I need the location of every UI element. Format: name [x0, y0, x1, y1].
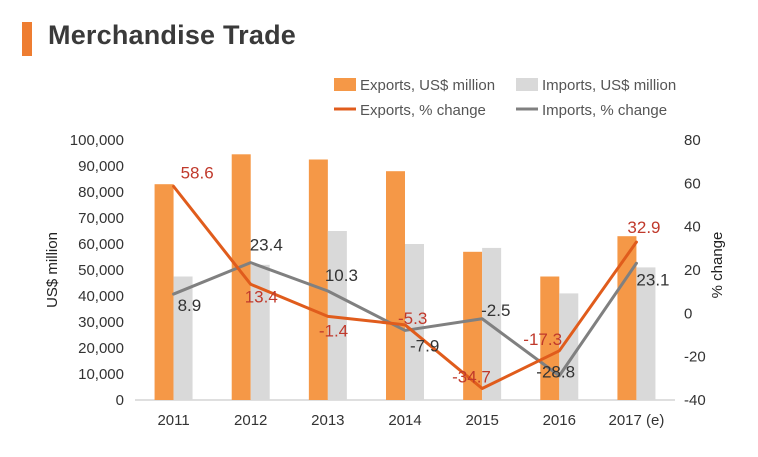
imports-bar: [250, 264, 270, 400]
legend-exports-bar-swatch: [334, 78, 356, 91]
exports-change-label: 32.9: [627, 218, 660, 237]
x-tick-label: 2011: [157, 412, 189, 429]
legend-imports-bar-label: Imports, US$ million: [542, 77, 676, 94]
x-tick-label: 2017 (e): [608, 412, 664, 429]
y2-tick-label: -40: [684, 392, 706, 409]
exports-bar: [231, 154, 251, 400]
exports-bar: [463, 251, 483, 400]
legend-exports-bar-label: Exports, US$ million: [360, 77, 495, 94]
legend-imports-bar-swatch: [516, 78, 538, 91]
title-accent-bar: [22, 22, 32, 56]
imports-change-label: 8.9: [178, 296, 202, 315]
legend-exports-line-label: Exports, % change: [360, 102, 486, 119]
exports-bar: [308, 159, 328, 400]
x-tick-label: 2014: [388, 412, 421, 429]
imports-change-label: -28.8: [536, 363, 575, 382]
exports-change-label: 13.4: [245, 287, 278, 306]
x-tick-label: 2015: [465, 412, 498, 429]
y2-tick-label: 0: [684, 305, 692, 322]
page-title: Merchandise Trade: [48, 20, 296, 50]
y-tick-label: 70,000: [78, 210, 124, 227]
y-tick-label: 0: [116, 392, 124, 409]
y-axis-title: US$ million: [44, 232, 61, 308]
y-tick-label: 60,000: [78, 236, 124, 253]
y-tick-label: 30,000: [78, 314, 124, 331]
y2-tick-label: -20: [684, 349, 706, 366]
imports-bar: [405, 244, 424, 400]
y-tick-label: 40,000: [78, 288, 124, 305]
y2-tick-label: 40: [684, 219, 701, 236]
imports-bar: [327, 231, 347, 400]
exports-change-line: [172, 184, 638, 391]
exports-change-label: -1.4: [319, 321, 348, 340]
imports-change-label: 23.1: [636, 270, 669, 289]
legend-imports-line-label: Imports, % change: [542, 102, 667, 119]
exports-change-label: -17.3: [523, 330, 562, 349]
y-tick-label: 80,000: [78, 184, 124, 201]
exports-change-label: -34.7: [452, 368, 491, 387]
x-tick-label: 2013: [311, 412, 344, 429]
x-tick-label: 2016: [543, 412, 576, 429]
exports-change-label: 58.6: [181, 163, 214, 182]
imports-bar: [559, 293, 579, 400]
y2-tick-label: 80: [684, 132, 701, 149]
y2-tick-label: 60: [684, 175, 701, 192]
y-tick-label: 100,000: [70, 132, 124, 149]
imports-change-label: 23.4: [250, 236, 283, 255]
y-tick-label: 50,000: [78, 262, 124, 279]
y-tick-label: 20,000: [78, 340, 124, 357]
imports-change-label: -2.5: [481, 301, 510, 320]
imports-change-label: -7.9: [410, 336, 439, 355]
x-tick-label: 2012: [234, 412, 267, 429]
imports-change-label: 10.3: [325, 266, 358, 285]
imports-change-line: [172, 261, 638, 378]
imports-bar: [173, 276, 193, 400]
exports-bar: [154, 184, 174, 400]
exports-bar: [617, 236, 637, 400]
y2-axis-title: % change: [709, 232, 726, 299]
exports-bar: [540, 276, 560, 400]
y-tick-label: 10,000: [78, 366, 124, 383]
exports-bar: [386, 171, 405, 400]
y-tick-label: 90,000: [78, 158, 124, 175]
exports-change-label: -5.3: [398, 309, 427, 328]
y2-tick-label: 20: [684, 262, 701, 279]
imports-bar: [636, 267, 656, 400]
